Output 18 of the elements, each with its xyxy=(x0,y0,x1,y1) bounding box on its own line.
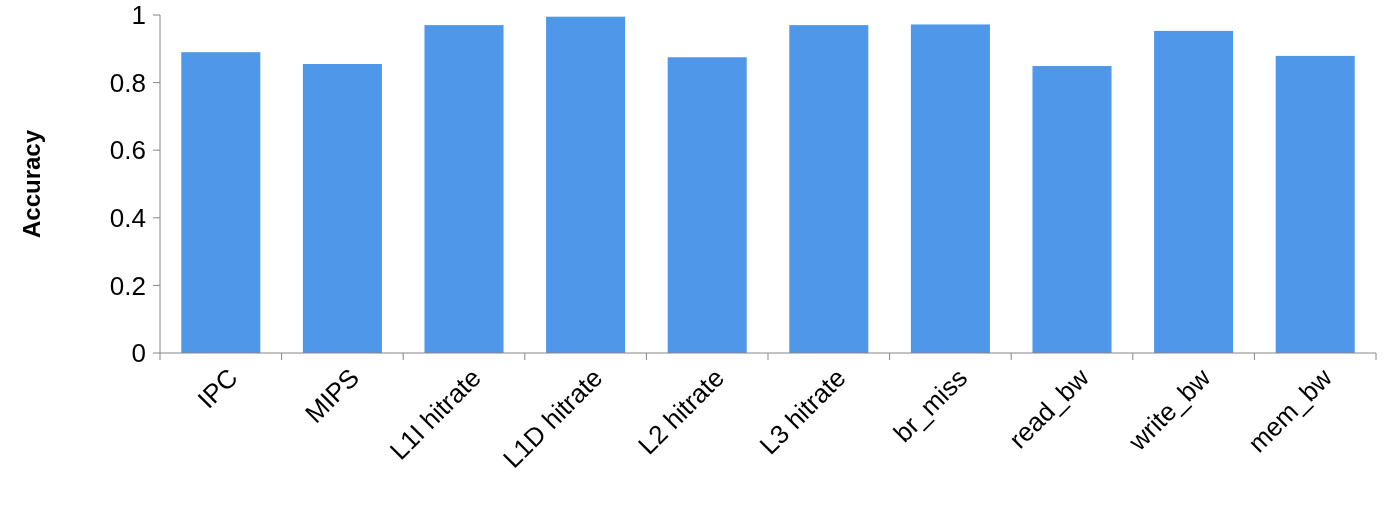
bar xyxy=(667,57,747,353)
y-tick-label: 0.6 xyxy=(109,135,146,166)
bar xyxy=(1032,66,1112,353)
y-tick-label: 0 xyxy=(131,338,146,369)
bar xyxy=(424,25,504,353)
bar xyxy=(302,64,382,353)
y-axis-title: Accuracy xyxy=(18,129,45,239)
bar xyxy=(546,16,626,353)
bar xyxy=(181,52,261,353)
y-tick-label: 0.4 xyxy=(109,202,146,233)
x-tick-label: IPC xyxy=(191,362,244,415)
bar xyxy=(1154,30,1234,353)
y-tick-label: 1 xyxy=(131,0,146,31)
bar xyxy=(1275,55,1355,353)
y-tick-label: 0.2 xyxy=(109,270,146,301)
bar xyxy=(789,25,869,353)
y-tick-label: 0.8 xyxy=(109,67,146,98)
bar xyxy=(910,24,990,353)
